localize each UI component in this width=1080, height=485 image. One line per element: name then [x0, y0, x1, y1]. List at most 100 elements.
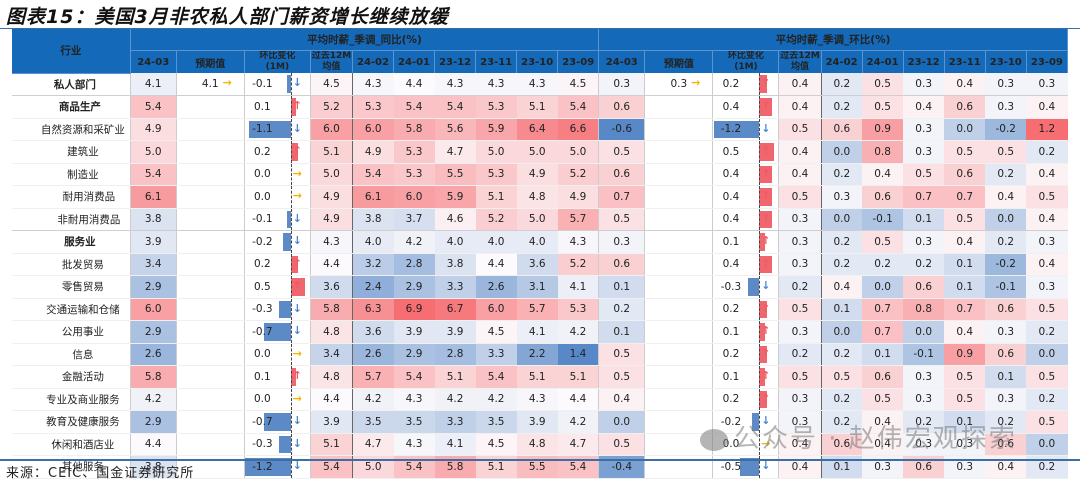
zero-axis — [759, 411, 761, 433]
yoy-history-value: 2.6 — [475, 275, 517, 299]
yoy-history-value: 6.4 — [516, 118, 558, 141]
header-line: 均值 — [322, 62, 341, 72]
up-arrow-icon: ↑ — [761, 369, 771, 382]
mom-history-value: 0.5 — [944, 208, 986, 231]
zero-axis — [290, 118, 292, 140]
change-value: 0.4 — [722, 100, 740, 113]
mom-history-value: 0.1 — [944, 253, 986, 276]
down-arrow-icon: ↓ — [292, 76, 302, 89]
yoy-history-value: 5.4 — [393, 365, 435, 389]
yoy-history-value: 4.7 — [434, 140, 476, 164]
yoy-expected — [175, 365, 245, 389]
mom-history-value: 0.3 — [903, 365, 945, 389]
down-arrow-icon: ↓ — [292, 234, 302, 247]
mom-history-value: 0.5 — [862, 388, 904, 411]
yoy-change-1m: 0.2 ↑ — [243, 253, 311, 276]
mom-12m-avg: 0.3 — [778, 320, 822, 344]
mom-change-1m: 0.2 ↑ — [712, 298, 779, 321]
change-value: 0.2 — [722, 78, 740, 90]
mom-history-value: 0.3 — [985, 73, 1027, 96]
mom-expected — [644, 95, 713, 119]
yoy-history-value: 4.4 — [393, 73, 435, 96]
yoy-history-value: 5.4 — [434, 95, 476, 119]
zero-axis — [290, 73, 292, 95]
mom-history-value: 0.0 — [1026, 433, 1068, 456]
flat-arrow-icon: → — [691, 76, 701, 89]
mom-expected — [644, 208, 713, 231]
mom-history-value: 0.2 — [1026, 455, 1068, 479]
mom-history-value: 0.4 — [862, 433, 904, 456]
yoy-header-col: 23-09 — [557, 50, 600, 73]
yoy-change-1m: -0.7 ↓ — [243, 320, 311, 344]
mom-12m-avg: 0.4 — [778, 455, 822, 479]
yoy-change-1m: 0.2 ↑ — [243, 140, 311, 164]
yoy-current: 4.2 — [129, 388, 177, 411]
mom-header-12m-avg: 过去12M 均值 — [778, 50, 822, 73]
yoy-12m-avg: 3.6 — [309, 275, 353, 299]
yoy-history-value: 4.3 — [557, 230, 599, 254]
mom-12m-avg: 0.4 — [778, 73, 822, 96]
yoy-history-value: 2.9 — [393, 343, 435, 366]
mom-current: 0.2 — [598, 298, 645, 321]
yoy-history-value: 5.1 — [475, 185, 517, 209]
mom-history-value: 0.4 — [944, 73, 986, 96]
yoy-header-col: 23-10 — [516, 50, 559, 73]
wage-growth-table: 行业 平均时薪_季调_同比(%) 平均时薪_季调_环比(%) 24-03 预期值环… — [12, 29, 1069, 479]
up-arrow-icon: ↑ — [292, 99, 302, 112]
change-value: -1.1 — [252, 123, 273, 136]
mom-current: 0.3 — [598, 73, 645, 96]
mom-header-col: 23-11 — [944, 50, 986, 73]
yoy-current: 6.0 — [129, 298, 177, 321]
yoy-change-1m: 0.0 → — [243, 185, 311, 209]
yoy-history-value: 5.4 — [393, 455, 435, 479]
header-line: (1M) — [265, 62, 290, 72]
yoy-history-value: 4.5 — [475, 433, 517, 456]
yoy-history-value: 5.6 — [434, 118, 476, 141]
yoy-history-value: 3.3 — [475, 343, 517, 366]
mom-change-1m: 0.1 ↑ — [712, 230, 779, 254]
yoy-history-value: 4.2 — [351, 388, 394, 411]
yoy-history-value: 4.3 — [393, 388, 435, 411]
mom-history-value: 0.2 — [820, 163, 863, 186]
mom-history-value: 0.5 — [1026, 298, 1068, 321]
zero-axis — [759, 186, 761, 208]
zero-axis — [759, 231, 761, 253]
yoy-history-value: 4.9 — [557, 185, 599, 209]
yoy-history-value: 4.6 — [434, 208, 476, 231]
yoy-history-value: 5.3 — [393, 163, 435, 186]
mom-history-value: 0.2 — [820, 410, 863, 434]
table-row: 商品生产 5.4 0.1 ↑ 5.2 5.3 5.4 5.4 5.3 5.1 5.4 0.6 0.4 ↑ 0… — [12, 95, 1068, 119]
mom-history-value: 0.4 — [1026, 95, 1068, 119]
positive-bar — [759, 368, 765, 386]
yoy-change-1m: -0.2 ↓ — [243, 230, 311, 254]
mom-change-1m: -0.2 ↓ — [712, 410, 779, 434]
mom-history-value: 0.1 — [985, 365, 1027, 389]
positive-bar — [759, 323, 765, 341]
mom-history-value: 0.5 — [862, 95, 904, 119]
yoy-12m-avg: 4.8 — [309, 320, 353, 344]
mom-current: -0.4 — [598, 455, 645, 479]
yoy-12m-avg: 4.9 — [309, 208, 353, 231]
mom-history-value: 0.5 — [903, 163, 945, 186]
change-value: 0.0 — [254, 348, 271, 361]
change-value: 0.1 — [722, 235, 740, 248]
yoy-history-value: 4.2 — [393, 230, 435, 254]
table-row: 零售贸易 2.9 0.5 ↑ 3.6 2.4 2.9 3.3 2.6 3.1 4.1 0.1 -0.3 ↓… — [12, 275, 1068, 299]
yoy-history-value: 4.5 — [475, 320, 517, 344]
negative-bar — [287, 75, 291, 93]
yoy-history-value: 3.9 — [434, 320, 476, 344]
mom-history-value: -0.2 — [985, 118, 1027, 141]
industry-label: 金融活动 — [12, 365, 131, 389]
yoy-expected — [175, 320, 245, 344]
mom-history-value: 0.2 — [1026, 140, 1068, 164]
yoy-history-value: 5.9 — [434, 185, 476, 209]
watermark-text: 公众号 · 赵伟宏观探索 — [734, 424, 1017, 454]
yoy-history-value: 4.2 — [434, 388, 476, 411]
change-value: 0.1 — [722, 370, 740, 383]
yoy-history-value: 4.5 — [557, 73, 599, 96]
down-arrow-icon: ↓ — [761, 121, 771, 135]
header-line: 均值 — [791, 62, 810, 72]
up-arrow-icon: ↑ — [761, 301, 771, 315]
mom-history-value: 0.0 — [820, 140, 863, 164]
change-value: 0.4 — [722, 258, 740, 271]
